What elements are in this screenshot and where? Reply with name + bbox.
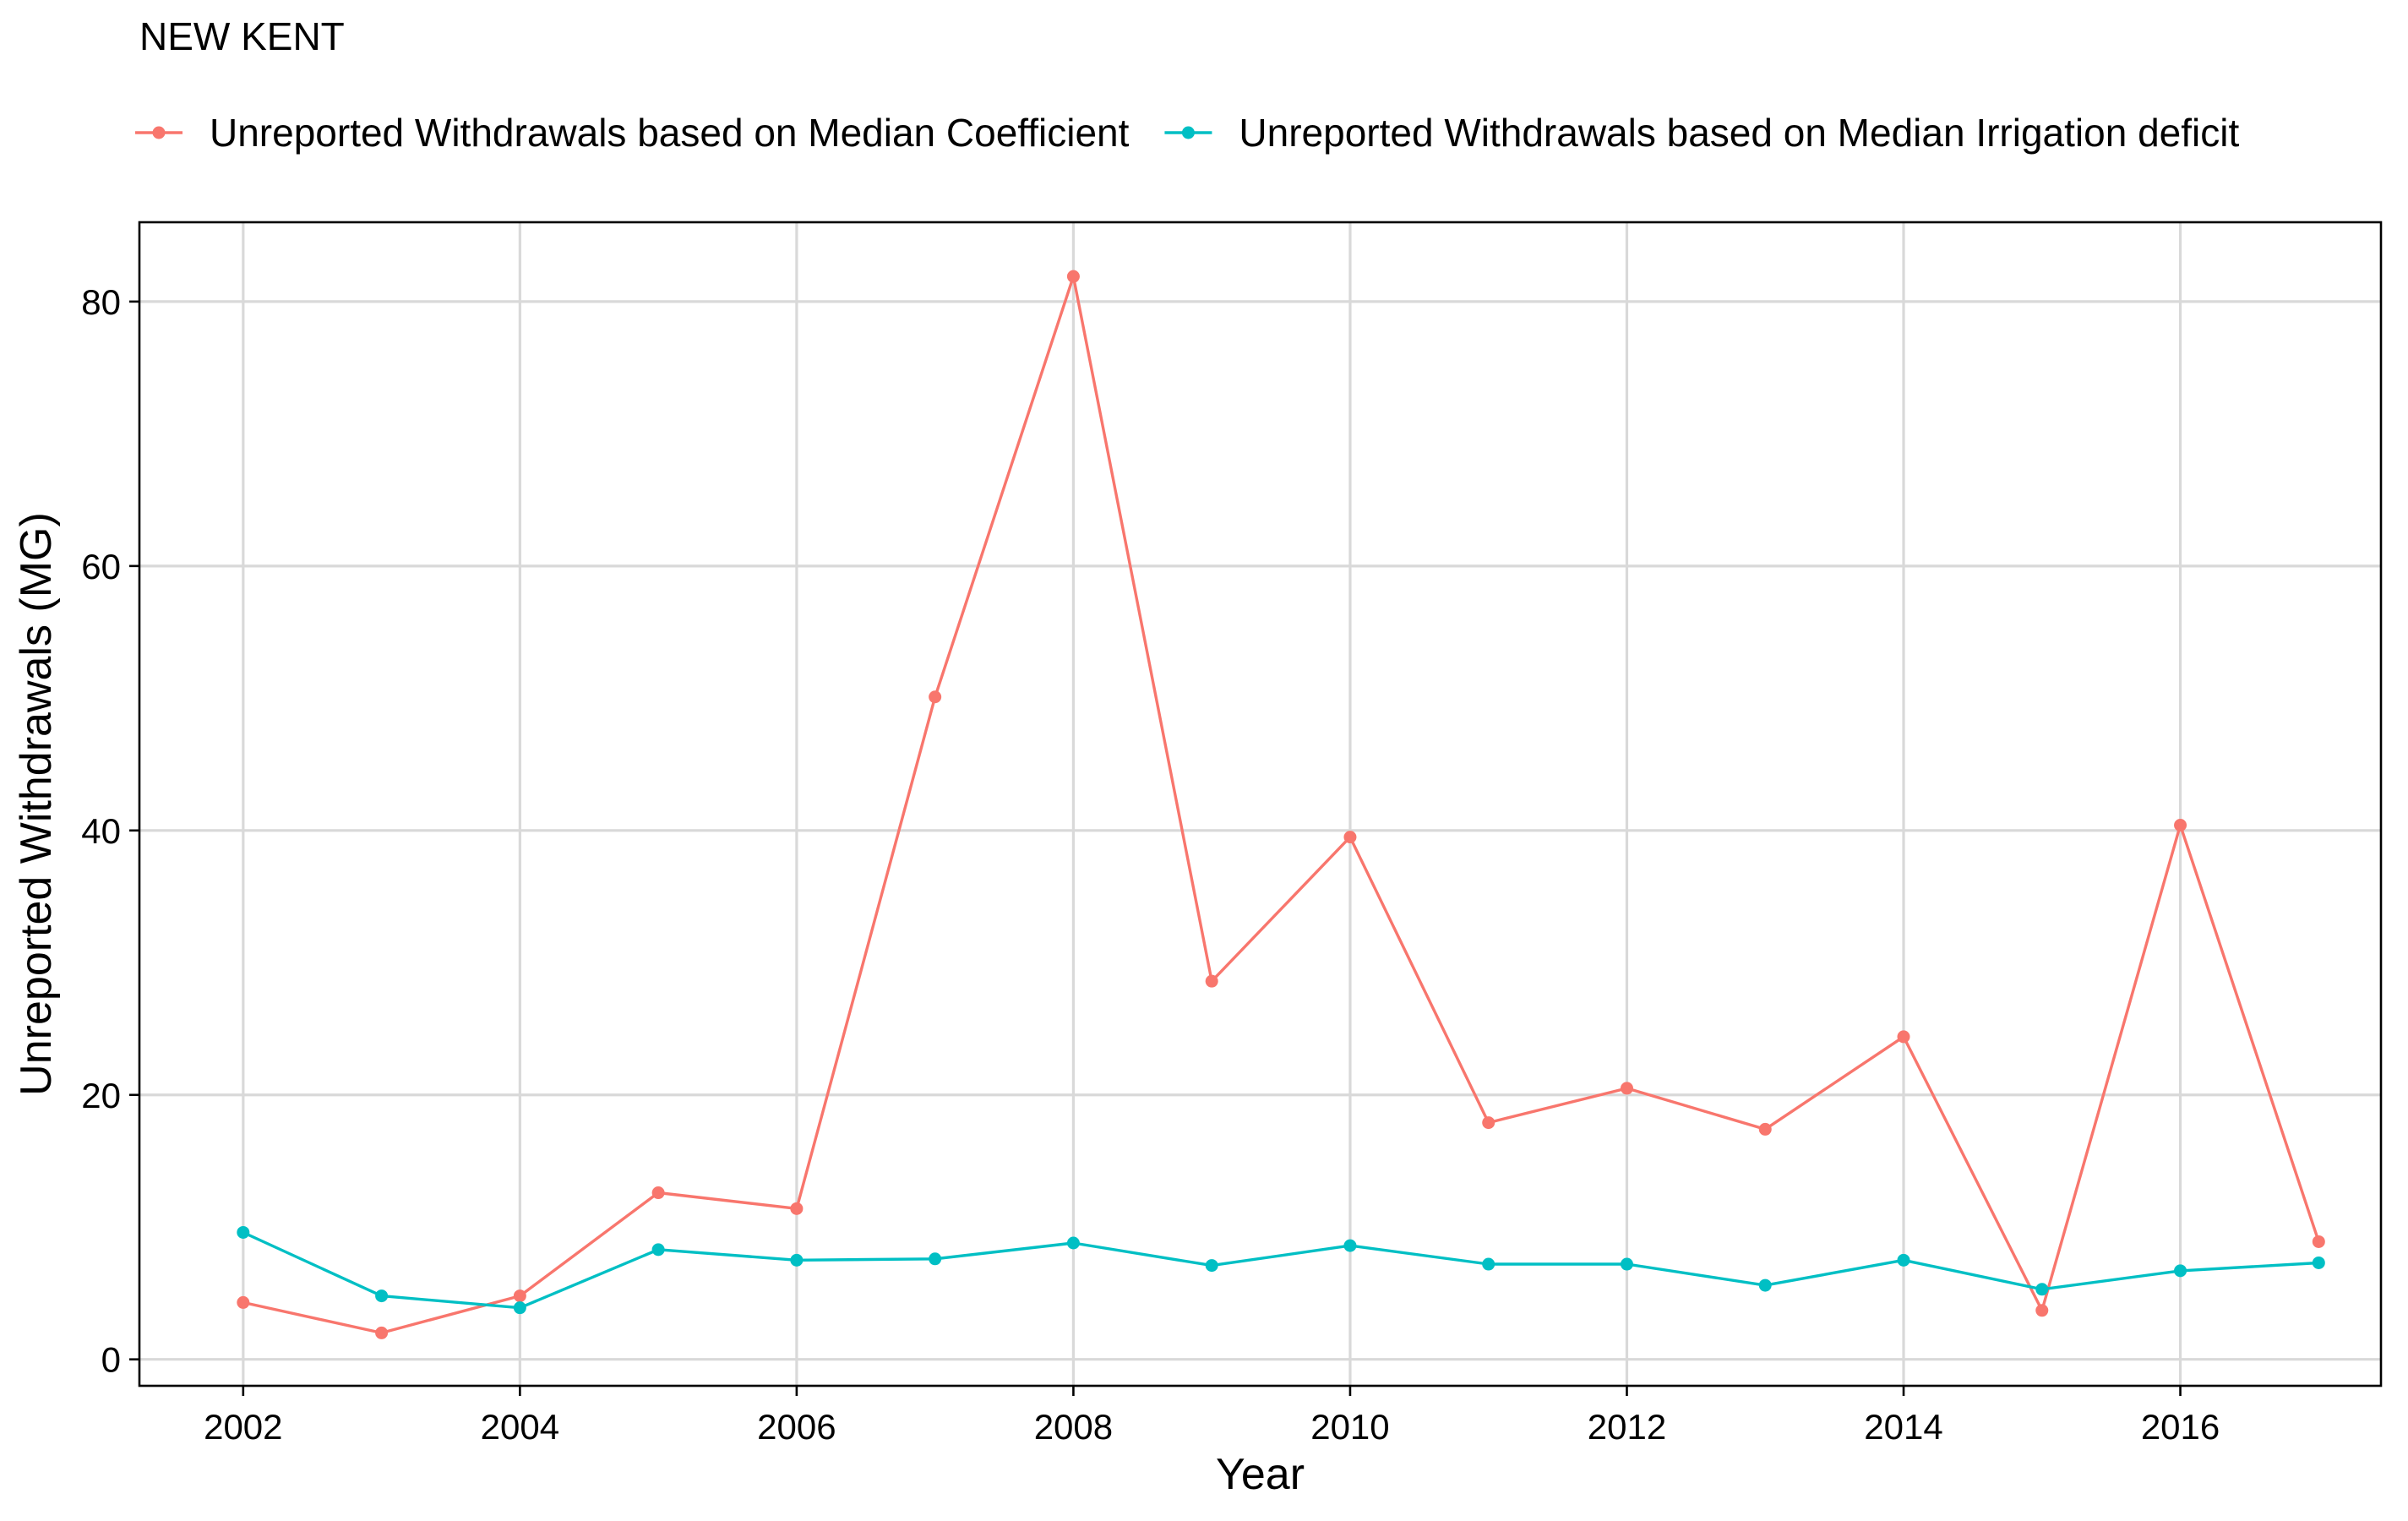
series-2-point	[2312, 1256, 2325, 1269]
x-tick-label: 2006	[757, 1407, 836, 1447]
series-1-point	[1758, 1122, 1772, 1136]
series-1-point	[513, 1289, 526, 1303]
series-1-point	[375, 1326, 389, 1339]
x-tick-label: 2014	[1864, 1407, 1942, 1447]
chart-title: NEW KENT	[139, 14, 345, 58]
legend-label-1: Unreported Withdrawals based on Median C…	[210, 111, 1130, 155]
series-2-point	[1897, 1253, 1910, 1267]
series-2-point	[1482, 1257, 1495, 1271]
series-line-1	[242, 275, 2320, 1335]
series-1-point	[1343, 831, 1357, 844]
series-1-point	[651, 1186, 665, 1200]
series-2-point	[237, 1225, 250, 1239]
y-axis: 0 20 40 60 80	[81, 282, 139, 1380]
series-2-point	[1620, 1257, 1633, 1271]
plot-panel	[139, 222, 2381, 1386]
legend-label-2: Unreported Withdrawals based on Median I…	[1239, 111, 2239, 155]
series-1-point	[1205, 974, 1218, 988]
series-2-point	[2035, 1283, 2049, 1296]
series-2-point	[1758, 1278, 1772, 1292]
plot-border	[138, 221, 2383, 1387]
y-axis-title: Unreported Withdrawals (MG)	[12, 512, 61, 1096]
series-1-point	[1482, 1116, 1495, 1130]
x-tick-label: 2010	[1310, 1407, 1389, 1447]
series-2-point	[790, 1253, 804, 1267]
series-1-point	[237, 1295, 250, 1309]
x-tick-label: 2008	[1034, 1407, 1113, 1447]
series-1-point	[929, 690, 942, 704]
series-2-point	[651, 1243, 665, 1257]
x-tick-label: 2004	[481, 1407, 559, 1447]
series-2-point	[2174, 1264, 2187, 1278]
x-tick-label: 2016	[2141, 1407, 2220, 1447]
series-1-point	[2174, 819, 2187, 832]
series-2-point	[375, 1289, 389, 1303]
x-tick-label: 2002	[204, 1407, 282, 1447]
series-2-point	[1343, 1239, 1357, 1252]
series-2-point	[513, 1301, 526, 1315]
series-1-point	[2312, 1235, 2325, 1248]
series-2-point	[1205, 1259, 1218, 1273]
series-1-point	[1897, 1030, 1910, 1044]
y-tick-label: 80	[81, 282, 121, 322]
x-axis: 2002 2004 2006 2008 2010 2012 2014 2016	[204, 1386, 2220, 1447]
y-tick-label: 0	[101, 1340, 121, 1380]
series-line-2	[242, 1230, 2319, 1310]
y-tick-label: 40	[81, 811, 121, 851]
series-2-point	[929, 1252, 942, 1266]
y-tick-label: 60	[81, 547, 121, 586]
series-1-point	[790, 1202, 804, 1215]
x-tick-label: 2012	[1588, 1407, 1666, 1447]
series-group	[237, 270, 2325, 1339]
series-1-point	[2035, 1304, 2049, 1317]
gridlines	[139, 222, 2381, 1386]
series-1-point	[1066, 270, 1080, 283]
series-2-point	[1066, 1236, 1080, 1250]
x-axis-title: Year	[1216, 1450, 1305, 1499]
legend: Unreported Withdrawals based on Median C…	[135, 111, 2239, 155]
legend-key-point	[152, 126, 166, 139]
legend-key-point	[1181, 126, 1195, 139]
series-1-point	[1620, 1082, 1633, 1095]
y-tick-label: 20	[81, 1076, 121, 1115]
